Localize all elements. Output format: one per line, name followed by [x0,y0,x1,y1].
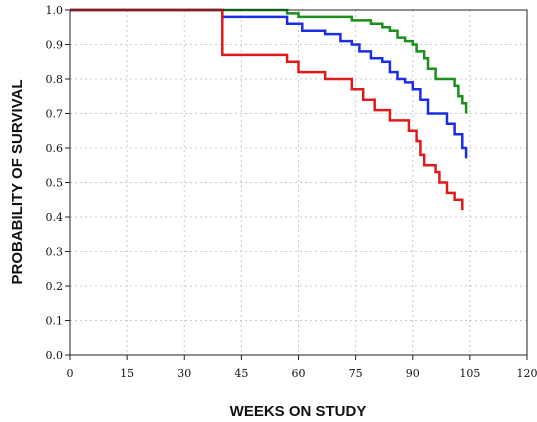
x-ticks: 0 15 30 45 60 75 90 105 120 [67,355,537,380]
x-axis-title: WEEKS ON STUDY [230,403,367,420]
y-tick-label: 0.1 [46,315,64,328]
y-axis-title: PROBABILITY OF SURVIVAL [9,79,26,284]
x-tick-label: 0 [67,367,74,380]
x-tick-label: 90 [406,367,420,380]
survival-curve-2 [70,8,468,159]
y-tick-label: 0.0 [46,349,64,362]
x-tick-label: 105 [459,367,480,380]
x-tick-label: 45 [234,367,248,380]
x-tick-label: 30 [177,367,191,380]
y-ticks: 0.0 0.1 0.2 0.3 0.4 0.5 0.6 0.7 0.8 0.9 1.0 [46,4,70,362]
y-tick-label: 0.8 [46,73,64,86]
x-tick-label: 15 [120,367,134,380]
x-tick-label: 120 [517,367,537,380]
y-tick-label: 0.2 [46,280,64,293]
grid [70,10,527,355]
y-tick-label: 0.6 [46,142,64,155]
y-tick-label: 0.7 [46,108,64,121]
y-tick-label: 0.4 [46,211,64,224]
survival-curve-3 [70,8,464,211]
y-tick-label: 1.0 [46,4,64,17]
x-tick-label: 60 [292,367,306,380]
x-tick-label: 75 [349,367,363,380]
series-layer [70,8,468,211]
y-tick-label: 0.3 [46,246,64,259]
survival-curve-1 [70,8,468,114]
y-tick-label: 0.5 [46,177,64,190]
y-tick-label: 0.9 [46,39,64,52]
